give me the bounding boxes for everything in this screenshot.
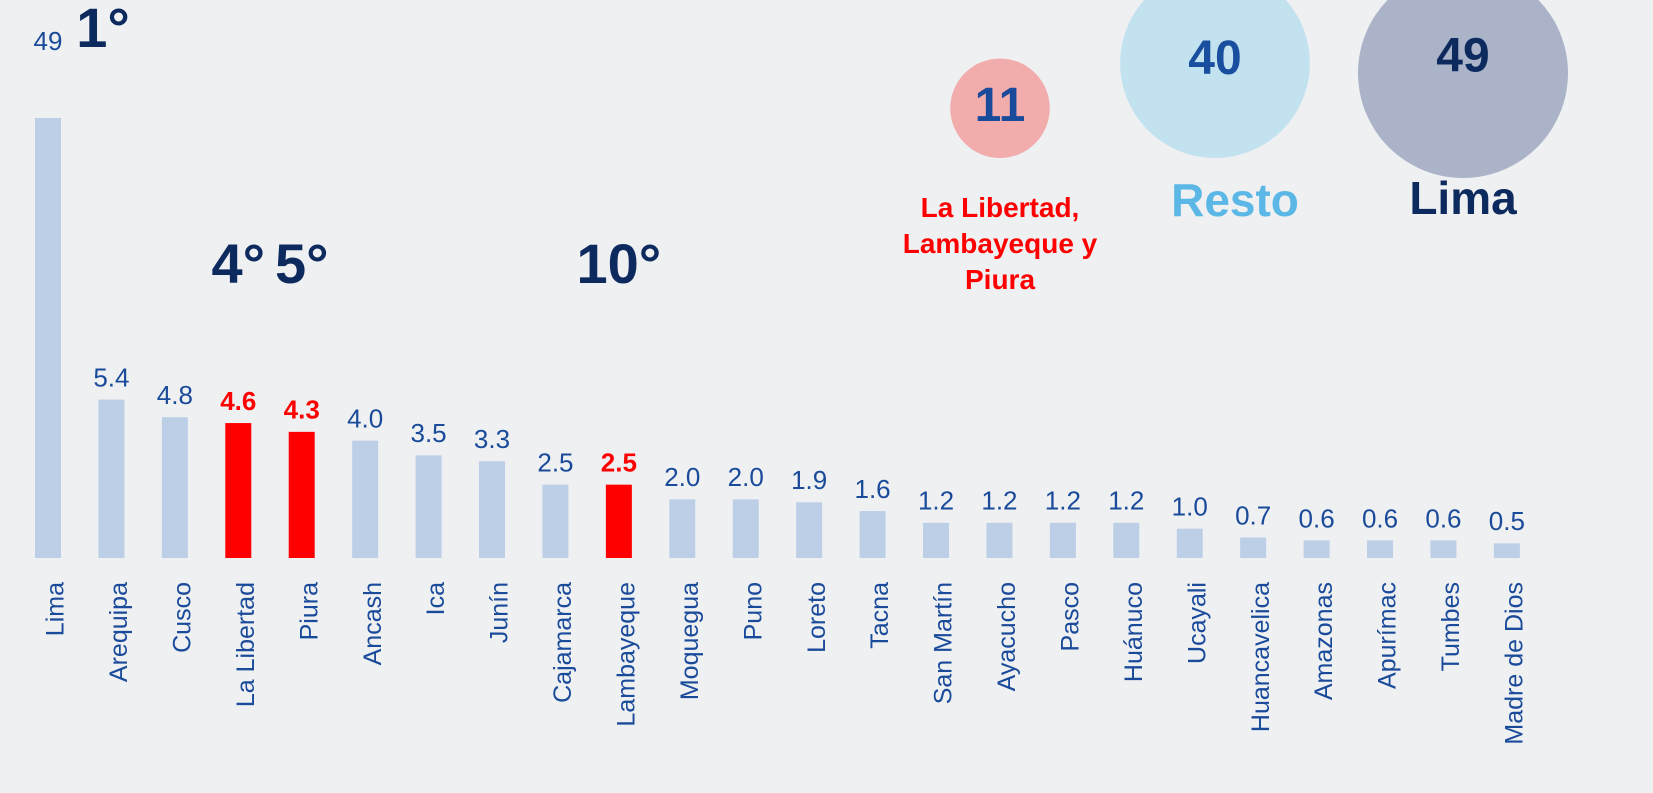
value-label: 1.2 bbox=[1045, 486, 1081, 516]
value-label: 2.0 bbox=[664, 462, 700, 492]
value-label: 2.5 bbox=[601, 448, 637, 478]
x-tick-label: Ica bbox=[422, 582, 450, 615]
value-label: 4.8 bbox=[157, 380, 193, 410]
bar bbox=[1113, 522, 1140, 558]
x-tick-label: Junín bbox=[486, 582, 514, 643]
x-tick-label: Cusco bbox=[168, 582, 196, 653]
value-label: 2.0 bbox=[728, 462, 764, 492]
bar bbox=[35, 118, 61, 559]
bar bbox=[161, 417, 188, 558]
bar bbox=[859, 511, 886, 558]
bar bbox=[605, 484, 632, 558]
x-tick-label: Lambayeque bbox=[612, 582, 640, 727]
bubble bbox=[950, 58, 1050, 159]
bar bbox=[796, 502, 823, 558]
rank-annotation: 4° bbox=[212, 232, 266, 295]
bar bbox=[542, 484, 569, 558]
rank-annotation: 10° bbox=[577, 232, 662, 295]
x-tick-label: Huánuco bbox=[1120, 582, 1148, 682]
x-tick-label: San Martín bbox=[930, 582, 958, 704]
bubble bbox=[1120, 0, 1310, 158]
x-tick-label: Tumbes bbox=[1437, 582, 1465, 671]
bar bbox=[98, 399, 125, 558]
bubble-value: 40 bbox=[1188, 32, 1241, 85]
x-tick-label: Apurímac bbox=[1374, 582, 1402, 689]
x-tick-label: Huancavelica bbox=[1247, 582, 1275, 732]
x-tick-label: Tacna bbox=[866, 582, 894, 649]
bar bbox=[288, 431, 315, 558]
x-tick-label: Pasco bbox=[1056, 582, 1084, 651]
bar bbox=[923, 522, 950, 558]
value-label: 5.4 bbox=[93, 362, 129, 392]
value-label: 4.6 bbox=[220, 386, 256, 416]
value-label: 3.3 bbox=[474, 424, 510, 454]
value-label: 1.2 bbox=[918, 486, 954, 516]
bar bbox=[1176, 528, 1203, 558]
value-label: 0.5 bbox=[1489, 506, 1525, 536]
value-label: 0.6 bbox=[1362, 503, 1398, 533]
value-label: 1.2 bbox=[1108, 486, 1144, 516]
value-label: 0.7 bbox=[1235, 500, 1271, 530]
value-label: 1.2 bbox=[981, 486, 1017, 516]
bar bbox=[986, 522, 1013, 558]
value-label: 2.5 bbox=[537, 448, 573, 478]
x-tick-label: La Libertad bbox=[232, 582, 260, 707]
bar bbox=[1367, 540, 1394, 558]
bar bbox=[1240, 537, 1267, 558]
x-tick-label: Piura bbox=[295, 582, 323, 640]
bar bbox=[1493, 543, 1520, 558]
bubble-value: 49 bbox=[1436, 30, 1489, 83]
x-tick-label: Moquegua bbox=[676, 582, 704, 700]
value-label: 1.6 bbox=[855, 474, 891, 504]
bar bbox=[732, 499, 759, 558]
rank-annotation: 1° bbox=[76, 0, 130, 59]
value-label: 0.6 bbox=[1299, 503, 1335, 533]
x-tick-label: Puno bbox=[739, 582, 767, 640]
x-tick-label: Ucayali bbox=[1183, 582, 1211, 664]
x-tick-label: Lima bbox=[42, 582, 70, 636]
value-label: 4.0 bbox=[347, 404, 383, 434]
value-label: 3.5 bbox=[411, 418, 447, 448]
x-tick-label: Ayacucho bbox=[993, 582, 1021, 691]
bubble-value: 11 bbox=[975, 79, 1026, 132]
value-label: 1.0 bbox=[1172, 492, 1208, 522]
rank-annotation: 5° bbox=[275, 232, 329, 295]
bubble-label: Resto bbox=[1171, 174, 1299, 226]
value-label: 1.9 bbox=[791, 465, 827, 495]
value-label: 4.3 bbox=[284, 395, 320, 425]
bubble-label-box: La Libertad, Lambayeque y Piura bbox=[902, 192, 1098, 295]
bubble bbox=[1358, 0, 1568, 178]
bubble-label: La Libertad, Lambayeque y Piura bbox=[902, 192, 1098, 295]
bar bbox=[669, 499, 696, 558]
bar bbox=[415, 455, 442, 558]
x-tick-label: Cajamarca bbox=[549, 582, 577, 703]
bubble-label: Lima bbox=[1409, 172, 1517, 224]
x-tick-label: Amazonas bbox=[1310, 582, 1338, 700]
x-tick-label: Arequipa bbox=[105, 582, 133, 682]
bar bbox=[479, 461, 506, 558]
value-label: 49 bbox=[34, 26, 63, 56]
x-tick-label: Loreto bbox=[803, 582, 831, 653]
value-label: 0.6 bbox=[1425, 503, 1461, 533]
bar bbox=[1303, 540, 1330, 558]
bar bbox=[1430, 540, 1457, 558]
x-tick-label: Madre de Dios bbox=[1500, 582, 1528, 745]
bar bbox=[352, 440, 379, 558]
bar bbox=[1049, 522, 1076, 558]
x-tick-label: Ancash bbox=[359, 582, 387, 665]
bar bbox=[225, 423, 252, 558]
